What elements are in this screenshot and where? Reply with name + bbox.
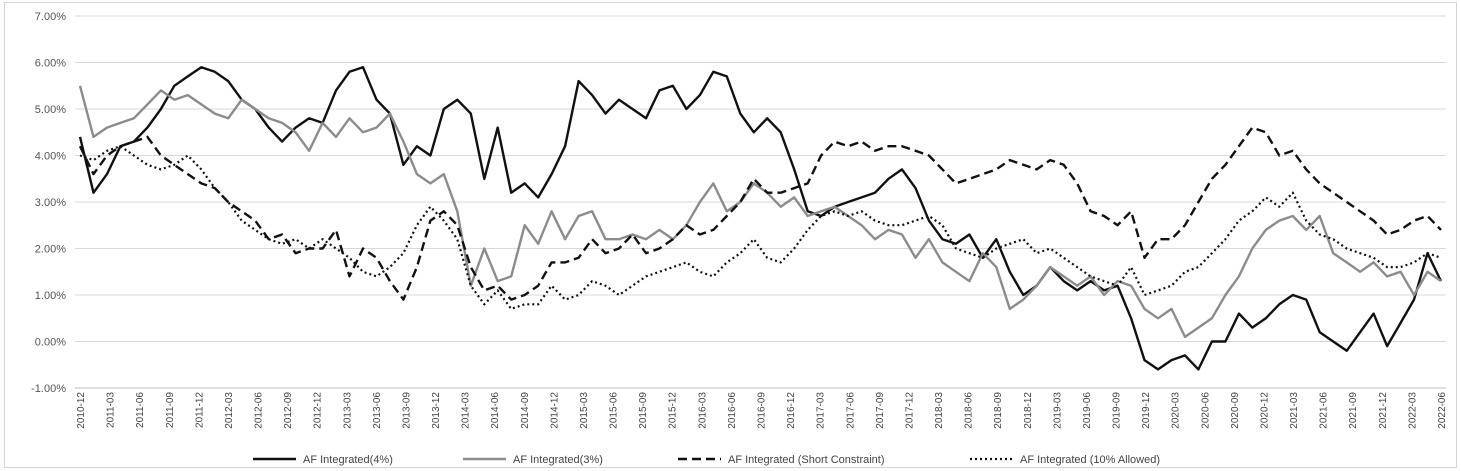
x-tick-label: 2015-03 <box>579 392 590 429</box>
x-tick-label: 2011-12 <box>194 392 205 428</box>
x-tick-label: 2015-09 <box>638 392 649 429</box>
x-tick-label: 2013-06 <box>372 392 383 429</box>
legend-label-2: AF Integrated (Short Constraint) <box>728 454 885 466</box>
y-tick-label: 0.00% <box>35 337 66 349</box>
y-axis-tick-labels: -1.00% 0.00% 1.00% 2.00% 3.00% 4.00% 5.00% 6.00… <box>31 11 66 395</box>
x-tick-label: 2012-09 <box>283 392 294 429</box>
x-tick-label: 2016-09 <box>757 392 768 429</box>
x-tick-label: 2018-09 <box>993 392 1004 429</box>
x-tick-label: 2017-03 <box>816 392 827 429</box>
x-tick-label: 2015-06 <box>609 392 620 429</box>
x-tick-label: 2013-09 <box>401 392 412 429</box>
x-tick-label: 2020-03 <box>1171 392 1182 429</box>
x-tick-label: 2012-06 <box>254 392 265 429</box>
x-tick-label: 2016-03 <box>697 392 708 429</box>
series-line-3 <box>79 145 1442 310</box>
x-tick-label: 2019-06 <box>1082 392 1093 429</box>
legend-label-3: AF Integrated (10% Allowed) <box>1020 454 1160 466</box>
x-tick-label: 2012-03 <box>224 392 235 429</box>
x-tick-label: 2016-06 <box>727 392 738 429</box>
x-tick-label: 2020-12 <box>1259 392 1270 429</box>
x-tick-label: 2014-06 <box>490 392 501 429</box>
x-tick-label: 2011-06 <box>135 392 146 428</box>
x-tick-label: 2017-06 <box>845 392 856 429</box>
legend-label-0: AF Integrated(4%) <box>303 454 393 466</box>
x-tick-label: 2020-06 <box>1200 392 1211 429</box>
x-tick-label: 2019-03 <box>1052 392 1063 429</box>
x-tick-label: 2021-06 <box>1319 392 1330 429</box>
y-tick-label: 2.00% <box>35 244 66 256</box>
x-axis-tick-labels: 2010-12 2011-03 2011-06 2011-09 2011-12 2012-… <box>76 392 1448 429</box>
y-tick-label: 3.00% <box>35 197 66 209</box>
x-tick-label: 2018-06 <box>964 392 975 429</box>
x-tick-label: 2020-09 <box>1230 392 1241 429</box>
y-tick-label: 1.00% <box>35 290 66 302</box>
x-tick-label: 2021-03 <box>1289 392 1300 429</box>
x-tick-label: 2010-12 <box>76 392 87 429</box>
chart-frame <box>4 2 1457 468</box>
x-tick-label: 2011-09 <box>165 392 176 428</box>
x-tick-label: 2022-03 <box>1407 392 1418 429</box>
x-tick-label: 2021-09 <box>1348 392 1359 429</box>
series-line-2 <box>78 126 1442 301</box>
series-line-1 <box>78 85 1442 339</box>
x-tick-label: 2011-03 <box>106 392 117 428</box>
x-tick-label: 2013-03 <box>342 392 353 429</box>
series-line-0 <box>78 65 1443 371</box>
x-tick-label: 2022-06 <box>1437 392 1448 429</box>
series-lines <box>78 65 1443 371</box>
x-tick-label: 2012-12 <box>313 392 324 429</box>
y-tick-label: -1.00% <box>31 383 66 395</box>
x-tick-label: 2017-12 <box>904 392 915 429</box>
x-tick-label: 2017-09 <box>875 392 886 429</box>
x-tick-label: 2014-09 <box>520 392 531 429</box>
y-tick-label: 5.00% <box>35 104 66 116</box>
x-tick-label: 2014-03 <box>461 392 472 429</box>
y-tick-label: 6.00% <box>35 58 66 70</box>
legend: AF Integrated(4%) AF Integrated(3%) AF Int… <box>253 454 1160 466</box>
x-tick-label: 2019-09 <box>1112 392 1123 429</box>
legend-label-1: AF Integrated(3%) <box>513 454 603 466</box>
gridlines <box>75 15 1446 389</box>
x-tick-label: 2013-12 <box>431 392 442 429</box>
x-tick-label: 2019-12 <box>1141 392 1152 429</box>
y-tick-label: 7.00% <box>35 11 66 23</box>
y-tick-label: 4.00% <box>35 151 66 163</box>
x-tick-label: 2018-12 <box>1023 392 1034 429</box>
x-tick-label: 2021-12 <box>1378 392 1389 429</box>
x-tick-label: 2018-03 <box>934 392 945 429</box>
x-tick-label: 2015-12 <box>668 392 679 429</box>
x-tick-label: 2016-12 <box>786 392 797 429</box>
x-tick-label: 2014-12 <box>549 392 560 429</box>
